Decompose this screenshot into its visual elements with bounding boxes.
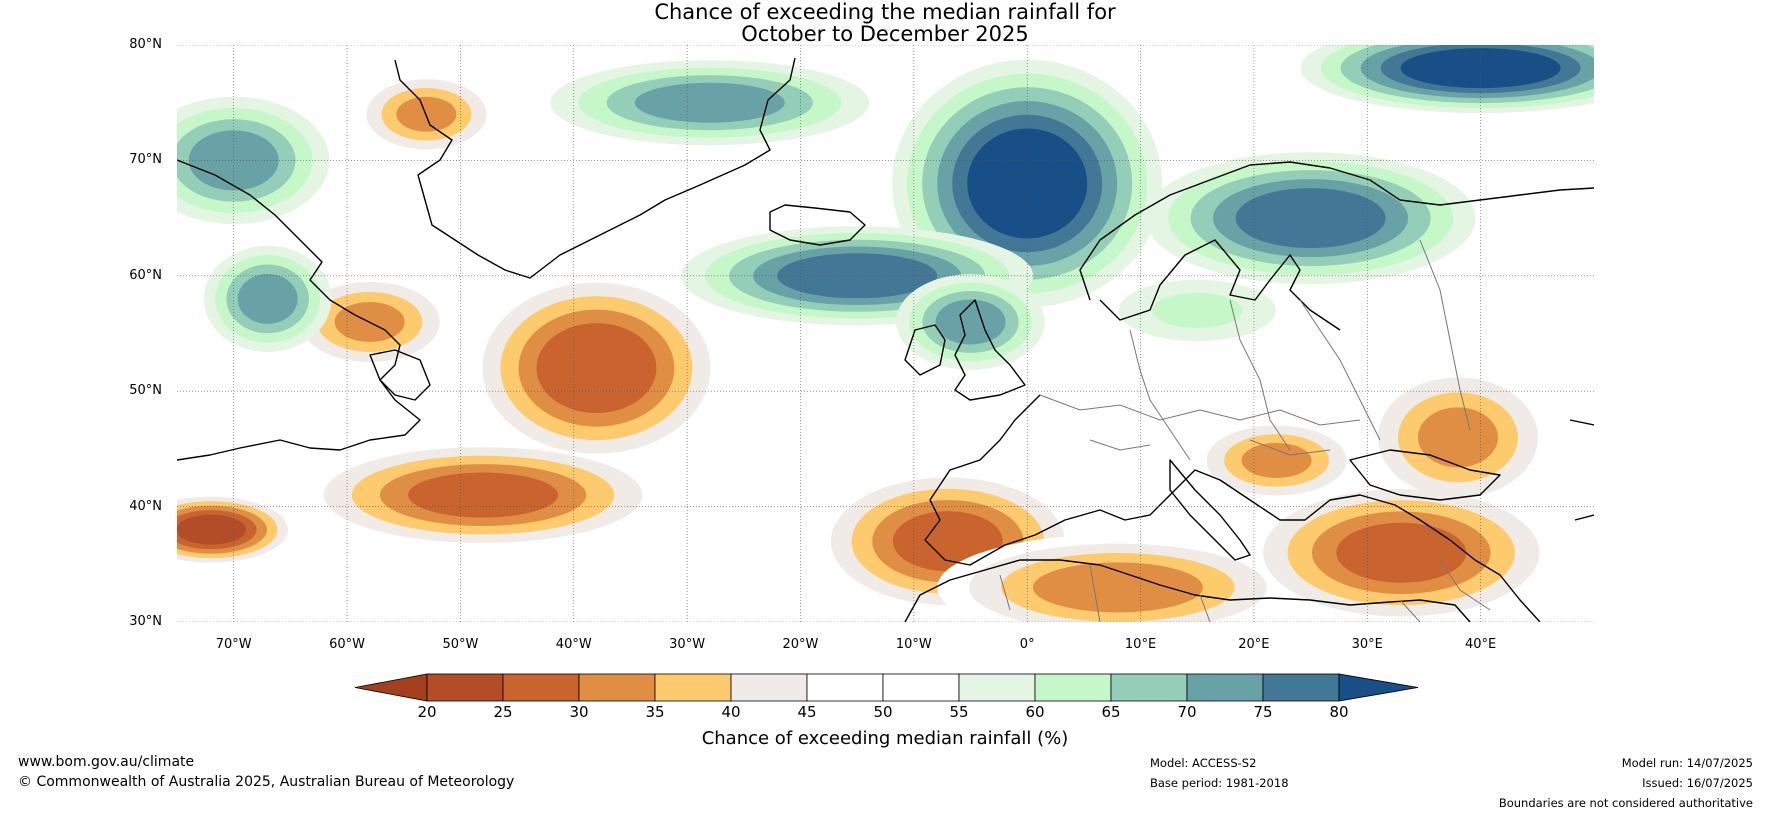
colorbar-tick-label: 35 [645,703,665,721]
field-canada-arctic-wet [188,130,279,191]
lon-label: 40°W [555,637,592,652]
caspian-coast [1569,419,1594,521]
colorbar-segment [1186,673,1264,702]
colorbar-segment [882,673,960,702]
field-denmark-strait-wet [634,82,785,123]
colorbar-segment [1110,673,1188,702]
lon-label: 30°E [1351,637,1383,652]
map-title-line-1: Chance of exceeding the median rainfall … [654,0,1116,24]
lon-label: 40°E [1464,637,1497,652]
greenland-coast [394,57,796,279]
colorbar [354,673,1419,702]
colorbar-tick-label: 45 [797,703,817,721]
border-line [999,564,1211,622]
lon-label: 10°E [1124,637,1157,652]
colorbar-tick-label: 50 [873,703,893,721]
colorbar-label: Chance of exceeding median rainfall (%) [701,728,1069,749]
colorbar-segment [426,673,504,702]
border-line [1039,394,1361,426]
website-link[interactable]: www.bom.gov.au/climate [18,754,195,770]
field-mid-atlantic-dry [408,472,559,518]
issued-text: Issued: 16/07/2025 [1642,776,1753,790]
lon-label: 0° [1019,637,1035,652]
border-line [1229,299,1291,451]
border-line [1399,559,1491,622]
field-scandinavia-wet [1235,188,1386,249]
field-north-africa-dry [1032,562,1203,613]
border-line [1089,439,1331,456]
colorbar-segment [502,673,580,702]
model-run-text: Model run: 14/07/2025 [1621,756,1753,770]
lat-label: 80°N [129,37,162,52]
black-sea-coast [1349,449,1501,501]
colorbar-extend-high [1338,673,1419,702]
base-period-text: Base period: 1981-2018 [1150,776,1289,790]
north-africa-coast [904,559,1471,622]
border-line [1299,299,1381,441]
colorbar-segment [806,673,884,702]
model-text: Model: ACCESS-S2 [1150,756,1257,770]
norway-coast [1079,161,1594,301]
colorbar-tick-label: 65 [1101,703,1121,721]
lon-label: 20°E [1238,637,1270,652]
lat-label: 50°N [129,383,162,399]
lon-label: 20°W [782,637,819,652]
lon-label: 10°W [895,637,932,652]
continental-europe-coast [924,394,1541,622]
lat-lon-grid [177,45,1594,622]
baltic-coast [1099,239,1341,331]
colorbar-tick-label: 70 [1177,703,1197,721]
lon-label: 30°W [669,637,706,652]
colorbar-segment [578,673,656,702]
colorbar-tick-label: 60 [1025,703,1045,721]
field-balkans-dry [1241,442,1312,478]
lat-label: 70°N [129,152,162,168]
colorbar-segment [1034,673,1112,702]
border-line [1129,329,1191,461]
lat-label: 40°N [129,498,162,514]
field-british-isles-wet [935,299,1006,345]
colorbar-tick-label: 80 [1329,703,1349,721]
iceland-coast [769,204,866,246]
disclaimer-text: Boundaries are not considered authoritat… [1498,796,1753,810]
field-southwest-atlantic-dry [177,514,246,545]
field-iceland-south-wet [777,253,938,299]
lon-label: 60°W [329,637,365,652]
colorbar-tick-label: 20 [417,703,437,721]
copyright-text: © Commonwealth of Australia 2025, Austra… [18,774,515,790]
field-svalbard-wet [1400,48,1561,89]
ireland-coast [904,324,946,376]
map-title-line-2: October to December 2025 [741,22,1029,46]
colorbar-segment [654,673,732,702]
coastlines [177,57,1594,622]
great-britain-coast [954,299,1026,401]
field-black-sea-dry [1417,407,1498,468]
newfoundland-coast [369,349,431,401]
colorbar-segment [730,673,808,702]
field-labrador-wet [237,273,298,324]
italy-coast [1169,459,1251,561]
lon-label: 70°W [215,637,252,652]
colorbar-tick-label: 40 [721,703,741,721]
canada-coast [177,159,421,461]
colorbar-tick-label: 75 [1253,703,1273,721]
colorbar-segment [1262,673,1340,702]
colorbar-extend-low [354,673,428,702]
lat-label: 60°N [129,267,162,283]
colorbar-tick-label: 55 [949,703,969,721]
colorbar-tick-label: 30 [569,703,589,721]
colorbar-segment [958,673,1036,702]
lat-label: 30°N [129,614,162,629]
colorbar-tick-label: 25 [493,703,513,721]
border-line [1419,239,1471,431]
probability-fields [177,45,1594,622]
field-north-atlantic-dry [536,323,657,414]
country-borders [999,239,1491,622]
field-baltic-wet [1152,292,1243,328]
lon-label: 50°W [442,637,479,652]
field-mediterranean-east-dry [1336,522,1467,583]
map-area [177,45,1594,622]
